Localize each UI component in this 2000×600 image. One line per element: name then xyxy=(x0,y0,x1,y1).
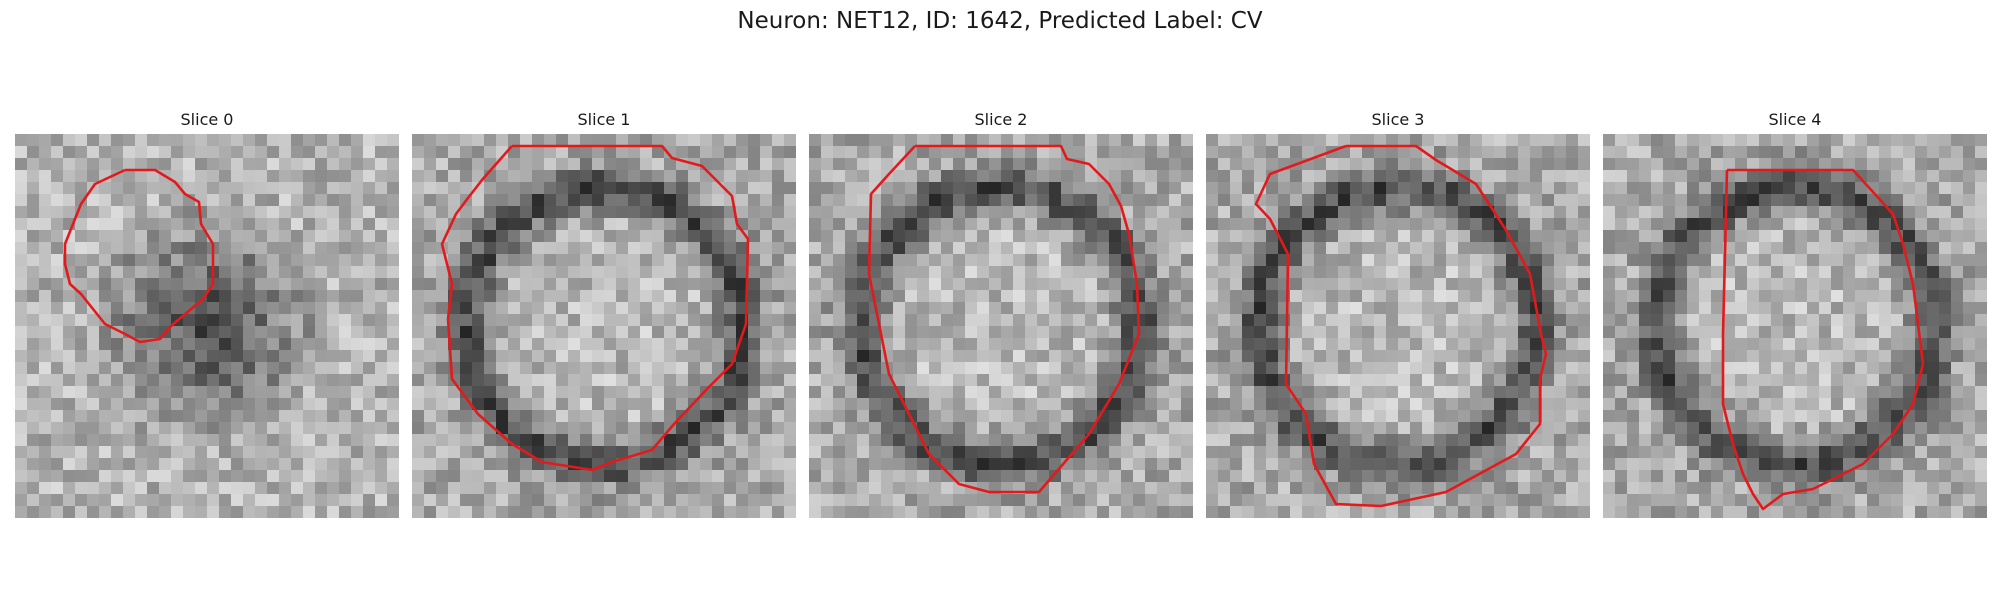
slice-title: Slice 0 xyxy=(180,110,234,129)
segmentation-contour xyxy=(63,168,215,344)
segmentation-contour xyxy=(867,144,1141,494)
segmentation-contour xyxy=(1721,168,1925,511)
slice-image-0 xyxy=(15,134,399,518)
slice-panel-1: Slice 1 xyxy=(412,108,796,518)
slice-image-2 xyxy=(809,134,1193,518)
figure-title: Neuron: NET12, ID: 1642, Predicted Label… xyxy=(737,8,1263,34)
slice-panel-0: Slice 0 xyxy=(15,108,399,518)
slice-panel-4: Slice 4 xyxy=(1603,108,1987,518)
slice-title: Slice 4 xyxy=(1768,110,1822,129)
slice-image-1 xyxy=(412,134,796,518)
slice-panel-2: Slice 2 xyxy=(809,108,1193,518)
slice-image-3 xyxy=(1206,134,1590,518)
slice-panel-3: Slice 3 xyxy=(1206,108,1590,518)
segmentation-contour xyxy=(440,144,750,472)
slice-image-4 xyxy=(1603,134,1987,518)
segmentation-contour xyxy=(1254,144,1548,508)
slice-title: Slice 2 xyxy=(974,110,1028,129)
slice-title: Slice 1 xyxy=(577,110,631,129)
slice-title: Slice 3 xyxy=(1371,110,1425,129)
